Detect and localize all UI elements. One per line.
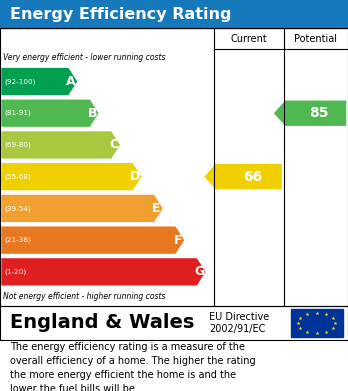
Text: EU Directive
2002/91/EC: EU Directive 2002/91/EC [209, 312, 269, 334]
Text: (55-68): (55-68) [4, 174, 31, 180]
Polygon shape [1, 100, 98, 127]
Polygon shape [1, 131, 120, 159]
Text: Very energy efficient - lower running costs: Very energy efficient - lower running co… [3, 53, 166, 62]
Text: D: D [130, 170, 140, 183]
Polygon shape [1, 68, 77, 95]
Text: The energy efficiency rating is a measure of the
overall efficiency of a home. T: The energy efficiency rating is a measur… [10, 342, 256, 391]
Polygon shape [204, 164, 282, 189]
Text: 85: 85 [309, 106, 329, 120]
Text: (81-91): (81-91) [4, 110, 31, 117]
Text: Energy Efficiency Rating: Energy Efficiency Rating [10, 7, 232, 22]
Text: (1-20): (1-20) [4, 269, 26, 275]
Text: Not energy efficient - higher running costs: Not energy efficient - higher running co… [3, 292, 166, 301]
Polygon shape [1, 258, 206, 285]
Polygon shape [1, 195, 163, 222]
Text: England & Wales: England & Wales [10, 314, 195, 332]
Text: A: A [66, 75, 76, 88]
Text: Potential: Potential [294, 34, 337, 43]
Text: 66: 66 [243, 170, 262, 184]
Polygon shape [1, 163, 141, 190]
Text: (92-100): (92-100) [4, 78, 35, 85]
Text: F: F [174, 234, 182, 247]
Text: G: G [194, 265, 205, 278]
Text: Current: Current [230, 34, 267, 43]
Text: (21-38): (21-38) [4, 237, 31, 243]
Text: (39-54): (39-54) [4, 205, 31, 212]
FancyBboxPatch shape [291, 308, 343, 337]
Text: E: E [152, 202, 161, 215]
Text: B: B [88, 107, 97, 120]
Polygon shape [274, 100, 346, 126]
Text: (69-80): (69-80) [4, 142, 31, 148]
Text: C: C [109, 138, 118, 151]
Polygon shape [1, 226, 184, 254]
